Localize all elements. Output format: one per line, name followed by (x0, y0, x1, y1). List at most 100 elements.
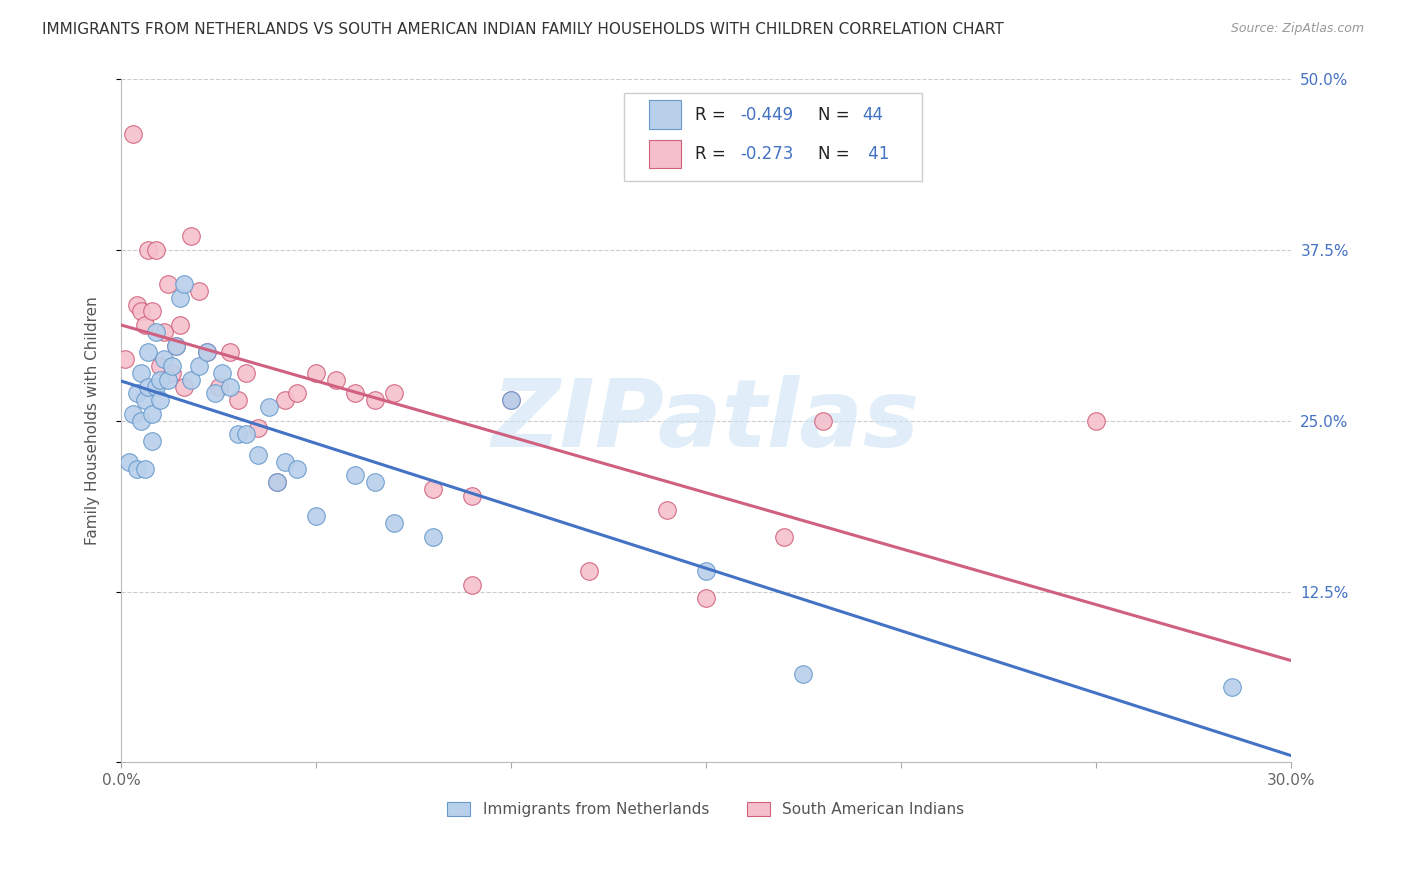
Point (344, 386, 367, 401)
Point (188, 359, 211, 373)
Point (138, 379, 160, 393)
Point (211, 366, 233, 380)
Point (173, 379, 195, 393)
Text: 41: 41 (862, 145, 889, 163)
Point (422, 482, 444, 496)
Point (246, 448, 269, 462)
Point (461, 578, 484, 592)
Point (1220, 680, 1243, 694)
Point (274, 393, 297, 408)
Text: -0.273: -0.273 (740, 145, 793, 163)
Point (422, 530, 444, 544)
Point (792, 666, 814, 681)
Point (134, 318, 156, 332)
Point (129, 304, 152, 318)
Point (811, 414, 834, 428)
Point (219, 379, 242, 393)
Point (219, 345, 242, 359)
Point (138, 243, 160, 257)
Bar (648, 139, 682, 169)
Point (160, 359, 183, 373)
Point (153, 352, 176, 367)
Point (363, 475, 385, 490)
Text: ZIPatlas: ZIPatlas (492, 375, 920, 467)
Text: IMMIGRANTS FROM NETHERLANDS VS SOUTH AMERICAN INDIAN FAMILY HOUSEHOLDS WITH CHIL: IMMIGRANTS FROM NETHERLANDS VS SOUTH AME… (42, 22, 1004, 37)
Point (246, 420, 269, 434)
Point (1084, 414, 1107, 428)
Point (149, 373, 172, 387)
Point (695, 591, 717, 606)
Point (180, 373, 202, 387)
Point (141, 304, 163, 318)
Point (121, 127, 143, 141)
Point (499, 393, 522, 408)
Point (145, 325, 167, 339)
Point (344, 468, 367, 483)
Point (149, 359, 172, 373)
Point (125, 461, 148, 475)
Point (499, 393, 522, 408)
Point (165, 338, 187, 352)
Point (125, 297, 148, 311)
Point (156, 373, 179, 387)
Point (325, 373, 347, 387)
Point (145, 379, 167, 393)
Point (195, 345, 218, 359)
Y-axis label: Family Households with Children: Family Households with Children (86, 296, 100, 545)
Point (285, 386, 308, 401)
Point (121, 407, 143, 421)
Point (169, 318, 191, 332)
Point (188, 284, 211, 298)
Point (655, 502, 678, 516)
Point (266, 475, 288, 490)
Point (195, 345, 218, 359)
Point (145, 243, 167, 257)
Point (149, 393, 172, 408)
Point (118, 455, 141, 469)
Point (114, 352, 136, 367)
Text: R =: R = (696, 105, 731, 123)
Point (165, 338, 187, 352)
Point (772, 530, 794, 544)
Point (226, 427, 249, 442)
Point (305, 366, 328, 380)
Text: -0.449: -0.449 (740, 105, 793, 123)
Point (173, 277, 195, 291)
Point (578, 564, 600, 578)
Point (382, 516, 405, 531)
Bar (648, 100, 682, 128)
Point (274, 455, 297, 469)
Point (141, 434, 163, 449)
Point (129, 414, 152, 428)
Point (129, 366, 152, 380)
FancyBboxPatch shape (624, 93, 922, 181)
Legend: Immigrants from Netherlands, South American Indians: Immigrants from Netherlands, South Ameri… (441, 796, 970, 823)
Point (235, 366, 257, 380)
Point (382, 386, 405, 401)
Point (160, 366, 183, 380)
Point (695, 564, 717, 578)
Point (461, 489, 484, 503)
Point (226, 393, 249, 408)
Point (153, 325, 176, 339)
Point (169, 291, 191, 305)
Point (156, 277, 179, 291)
Point (207, 379, 229, 393)
Point (285, 461, 308, 475)
Point (134, 393, 156, 408)
Text: N =: N = (818, 145, 855, 163)
Text: 44: 44 (862, 105, 883, 123)
Text: N =: N = (818, 105, 855, 123)
Point (138, 345, 160, 359)
Point (305, 509, 328, 524)
Point (363, 393, 385, 408)
Point (125, 386, 148, 401)
Point (204, 386, 226, 401)
Point (134, 461, 156, 475)
Point (266, 475, 288, 490)
Point (235, 427, 257, 442)
Point (180, 229, 202, 244)
Point (141, 407, 163, 421)
Point (259, 400, 281, 414)
Text: R =: R = (696, 145, 731, 163)
